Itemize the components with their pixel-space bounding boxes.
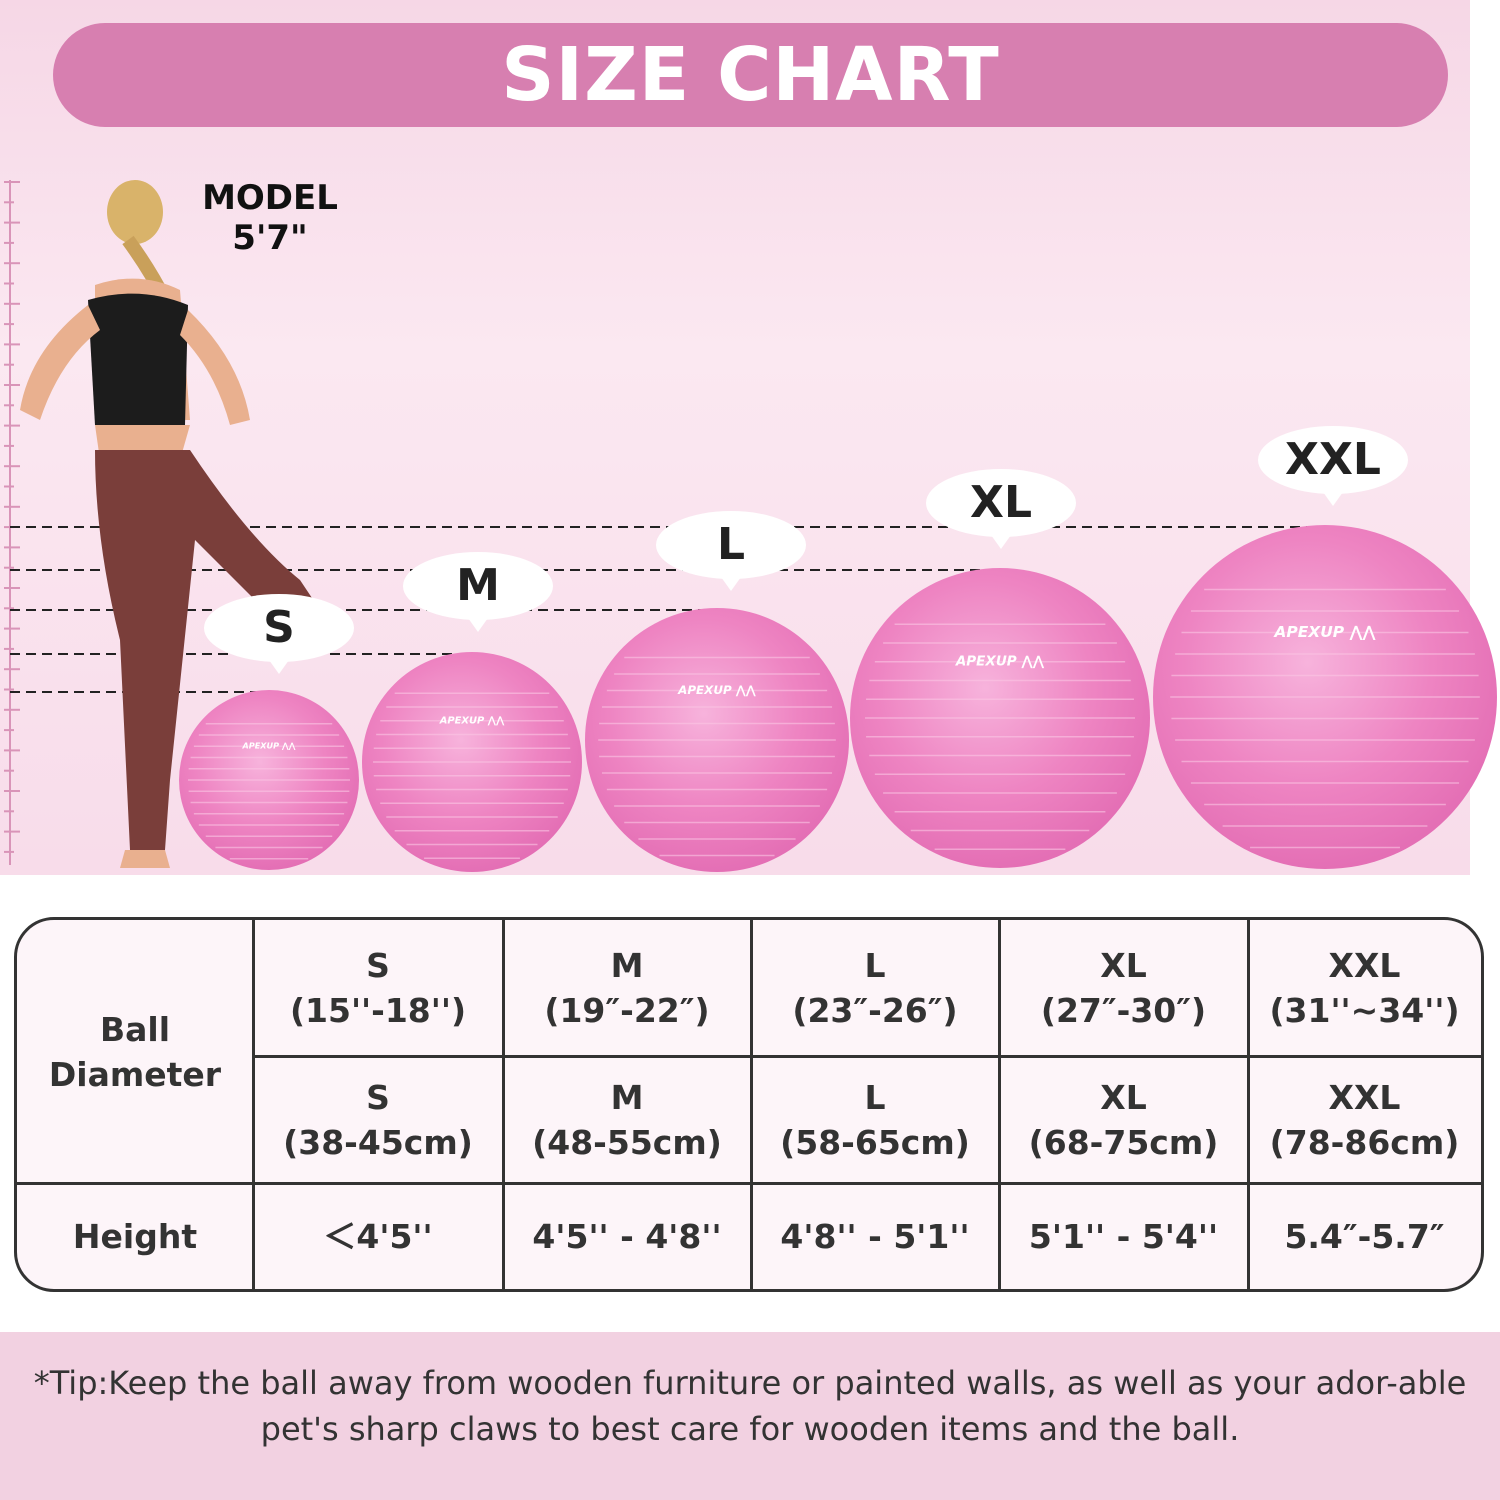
height-cell: ＜4'5'' — [253, 1183, 503, 1289]
size-illustration: APEXUP ⋀⋀ APEXUP ⋀⋀ APEXUP ⋀⋀ APEXUP ⋀⋀ APEX… — [4, 180, 1497, 872]
diameter-cm-cell: XL (68-75cm) — [999, 1056, 1248, 1183]
height-cell: 5'1'' - 5'4'' — [999, 1183, 1248, 1289]
page-title: SIZE CHART — [53, 23, 1448, 127]
cell-text: 5'1'' - 5'4'' — [1028, 1217, 1219, 1256]
height-cell: 4'8'' - 5'1'' — [751, 1183, 999, 1289]
diameter-cm-cell: S (38-45cm) — [253, 1056, 503, 1183]
exercise-ball-l: APEXUP ⋀⋀ — [585, 608, 849, 872]
cell-text: (27″-30″) — [1040, 991, 1207, 1030]
row-label-height: Height — [17, 1183, 253, 1289]
cell-text: Height — [72, 1217, 198, 1256]
size-table: Ball Diameter Height S (15''-18'') S (38-45cm… — [14, 917, 1484, 1292]
care-tip: *Tip:Keep the ball away from wooden furn… — [0, 1332, 1500, 1500]
cell-text: 4'8'' - 5'1'' — [780, 1217, 970, 1256]
exercise-ball-s: APEXUP ⋀⋀ — [179, 690, 359, 870]
row-divider — [253, 1055, 1481, 1058]
cell-text: S — [366, 946, 390, 985]
model-height-label: MODEL 5'7" — [200, 178, 340, 258]
cell-text: XL — [1100, 946, 1147, 985]
row-divider — [17, 1182, 1481, 1185]
cell-text: L — [864, 946, 886, 985]
cell-text: 5.4″-5.7″ — [1284, 1217, 1445, 1256]
cell-text: (38-45cm) — [283, 1122, 473, 1162]
cell-text: XXL — [1328, 946, 1401, 985]
brand-logo: APEXUP ⋀⋀ — [1273, 623, 1376, 641]
cell-text: (15''-18'') — [289, 991, 467, 1030]
cell-text: (58-65cm) — [780, 1122, 970, 1162]
cell-text: XXL — [1328, 1077, 1401, 1117]
diameter-cm-cell: L (58-65cm) — [751, 1056, 999, 1183]
model-figure — [20, 180, 320, 868]
column-divider — [750, 920, 753, 1289]
size-bubble-l: L — [656, 511, 806, 591]
diameter-inches-cell: S (15''-18'') — [253, 920, 503, 1056]
cell-text: (23″-26″) — [792, 991, 958, 1030]
brand-logo: APEXUP ⋀⋀ — [439, 716, 505, 727]
height-ruler — [4, 180, 20, 865]
height-cell: 4'5'' - 4'8'' — [503, 1183, 751, 1289]
column-divider — [502, 920, 505, 1289]
size-bubble-m: M — [403, 552, 553, 632]
diameter-cm-cell: M (48-55cm) — [503, 1056, 751, 1183]
column-divider — [998, 920, 1001, 1289]
exercise-ball-xl: APEXUP ⋀⋀ — [850, 568, 1150, 868]
cell-text: (19″-22″) — [544, 991, 710, 1030]
cell-text: ＜4'5'' — [323, 1217, 433, 1256]
exercise-ball-m: APEXUP ⋀⋀ — [362, 652, 582, 872]
size-bubble-xxl: XXL — [1258, 426, 1408, 506]
diameter-inches-cell: L (23″-26″) — [751, 920, 999, 1056]
diameter-inches-cell: XL (27″-30″) — [999, 920, 1248, 1056]
cell-text: (48-55cm) — [532, 1122, 722, 1162]
model-label-line2: 5'7" — [232, 218, 308, 258]
model-label-line1: MODEL — [202, 178, 338, 218]
cell-text: 4'5'' - 4'8'' — [532, 1217, 722, 1256]
cell-text: (68-75cm) — [1028, 1122, 1219, 1162]
diameter-inches-cell: XXL (31''~34'') — [1248, 920, 1481, 1056]
cell-text: M — [610, 946, 644, 985]
brand-logo: APEXUP ⋀⋀ — [677, 683, 757, 697]
size-bubble-s: S — [204, 594, 354, 674]
cell-text: S — [366, 1077, 390, 1117]
column-divider — [1247, 920, 1250, 1289]
cell-text: M — [610, 1077, 644, 1117]
cell-text: XL — [1100, 1077, 1147, 1117]
height-cell: 5.4″-5.7″ — [1248, 1183, 1481, 1289]
diameter-inches-cell: M (19″-22″) — [503, 920, 751, 1056]
diameter-cm-cell: XXL (78-86cm) — [1248, 1056, 1481, 1183]
row-label-ball-diameter: Ball Diameter — [48, 1009, 222, 1094]
brand-logo: APEXUP ⋀⋀ — [955, 654, 1045, 670]
brand-logo: APEXUP ⋀⋀ — [242, 741, 296, 751]
column-divider — [252, 920, 255, 1289]
cell-text: (31''~34'') — [1269, 991, 1460, 1030]
cell-text: (78-86cm) — [1269, 1122, 1460, 1162]
exercise-ball-xxl: APEXUP ⋀⋀ — [1153, 525, 1497, 869]
size-bubble-xl: XL — [926, 469, 1076, 549]
cell-text: L — [864, 1077, 886, 1117]
